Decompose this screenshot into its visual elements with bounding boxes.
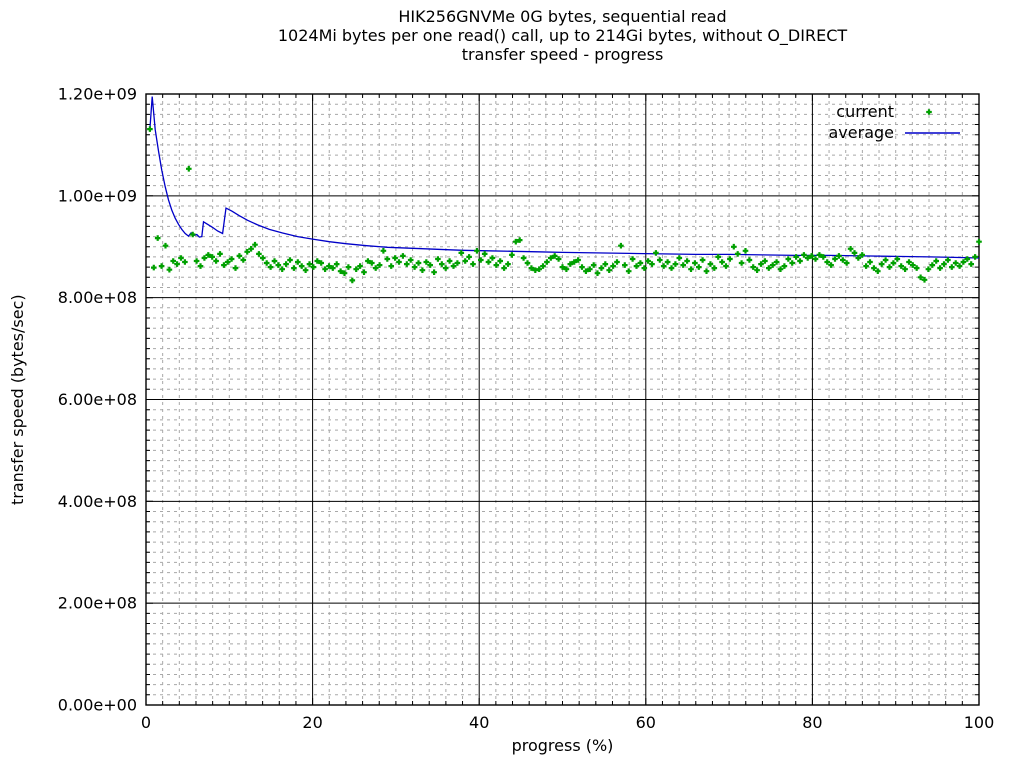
major-grid [146, 94, 979, 705]
title-line-1: HIK256GNVMe 0G bytes, sequential read [398, 7, 727, 26]
legend-point-glyph [926, 108, 932, 115]
x-axis-title: progress (%) [511, 736, 614, 755]
title-line-2: 1024Mi bytes per one read() call, up to … [277, 26, 848, 45]
x-tick-label: 20 [302, 713, 322, 732]
title-line-3: transfer speed - progress [461, 45, 664, 64]
x-tick-label: 100 [964, 713, 995, 732]
legend: current average [0, 101, 962, 143]
y-tick-label: 1.00e+09 [58, 186, 137, 205]
x-tick-label: 60 [636, 713, 656, 732]
chart-title: HIK256GNVMe 0G bytes, sequential read 10… [146, 7, 979, 64]
y-tick-label: 0.00e+00 [58, 696, 137, 715]
legend-label-current: current [836, 102, 894, 121]
axis-ticks [146, 94, 979, 705]
average-line [149, 96, 980, 259]
legend-line-sample-icon [904, 125, 962, 141]
y-tick-label: 6.00e+08 [58, 390, 137, 409]
y-axis-title: transfer speed (bytes/sec) [8, 294, 27, 505]
y-tick-label: 8.00e+08 [58, 288, 137, 307]
legend-item-current: current [0, 101, 962, 122]
y-tick-label: 2.00e+08 [58, 594, 137, 613]
minor-grid [146, 94, 979, 705]
y-tick-label: 1.20e+09 [58, 85, 137, 104]
current-points [147, 126, 982, 284]
legend-label-average: average [828, 123, 895, 142]
y-tick-label: 4.00e+08 [58, 492, 137, 511]
x-tick-label: 40 [469, 713, 489, 732]
legend-point-sample-icon [904, 104, 962, 120]
plot-border [145, 93, 980, 706]
x-tick-label: 0 [141, 713, 151, 732]
x-tick-label: 80 [802, 713, 822, 732]
legend-item-average: average [0, 122, 962, 143]
